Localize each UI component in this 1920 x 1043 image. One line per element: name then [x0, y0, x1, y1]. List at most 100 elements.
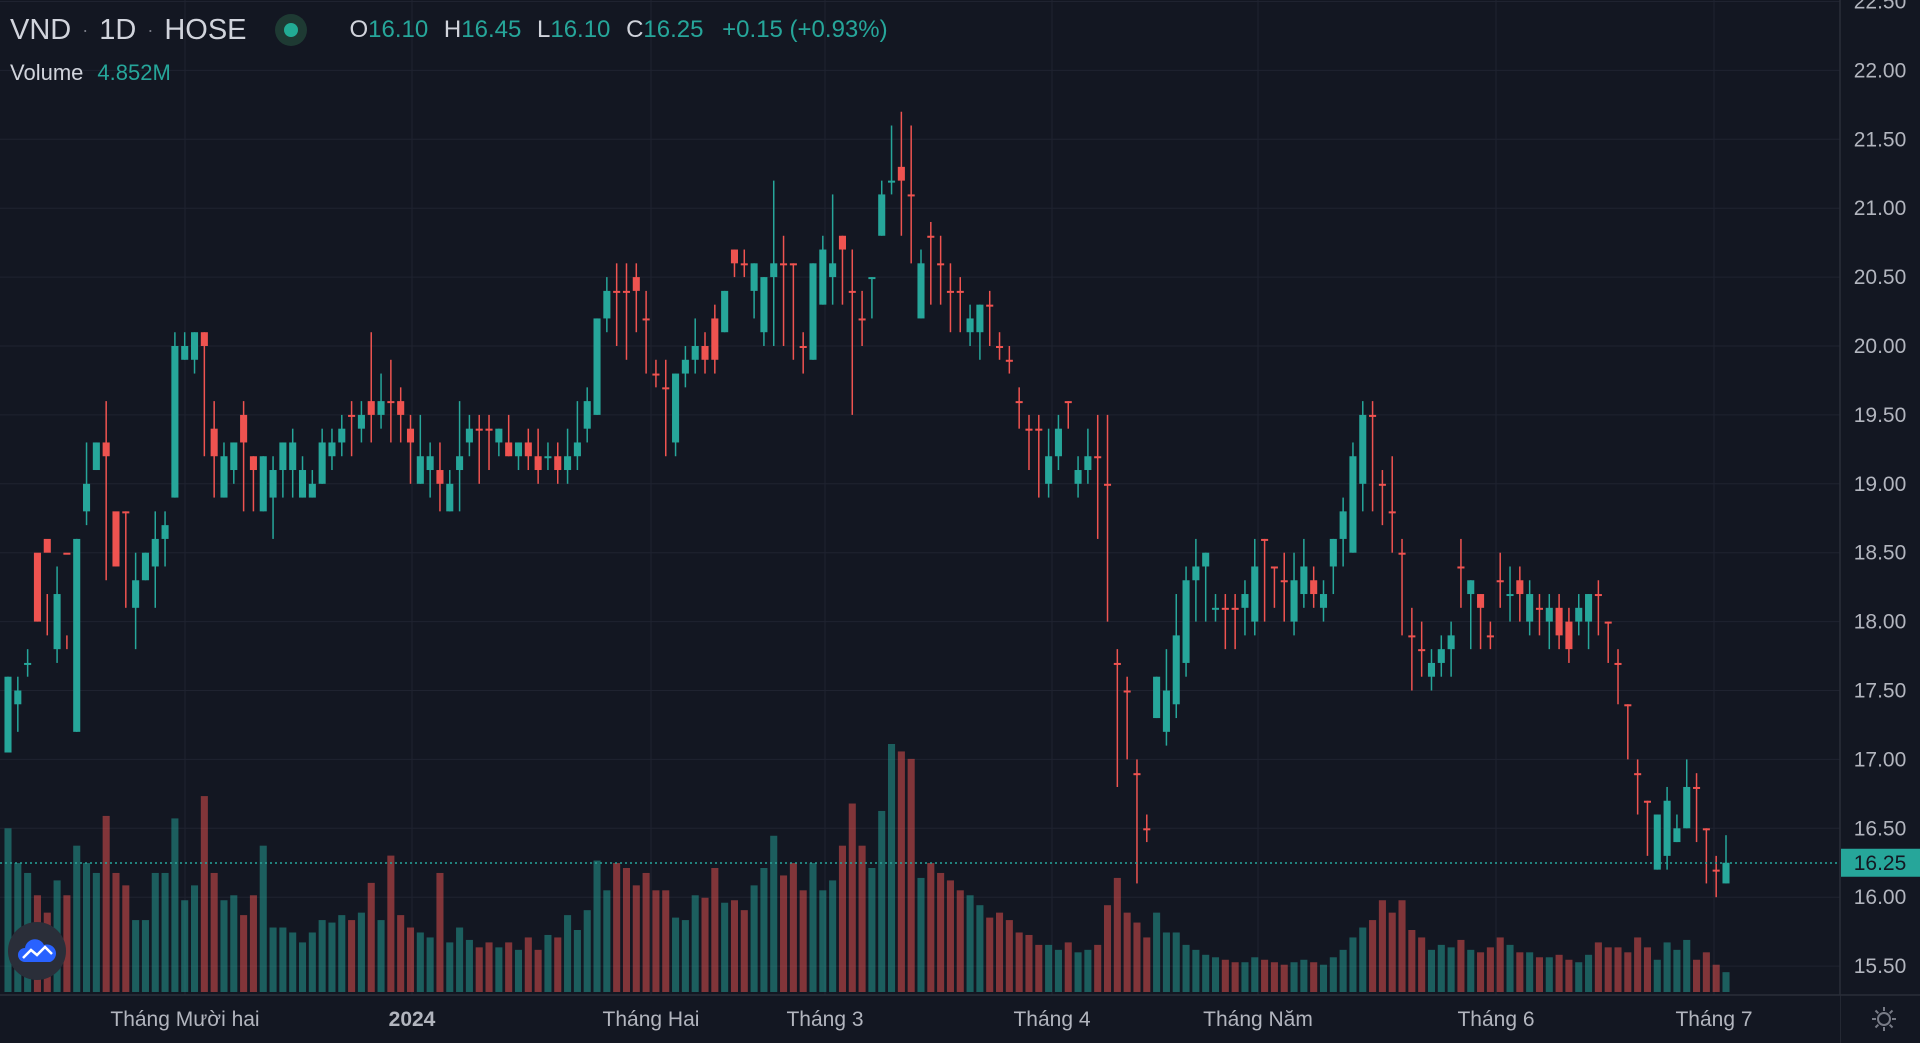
time-axis: Tháng Mười hai 2024 Tháng Hai Tháng 3 Tháng …: [0, 994, 1920, 1043]
candle-body: [132, 580, 140, 608]
volume-bar: [819, 890, 827, 992]
close-label: C: [626, 16, 644, 43]
candle-body: [888, 180, 896, 183]
volume-bar: [1035, 944, 1043, 992]
candle-body: [210, 428, 218, 457]
volume-bar: [1673, 949, 1681, 992]
tradingview-logo[interactable]: [8, 922, 66, 980]
candle-body: [1634, 773, 1642, 776]
candle-body: [701, 346, 709, 360]
volume-bar: [1329, 957, 1337, 992]
candle-body: [426, 456, 434, 471]
market-status-icon[interactable]: [274, 14, 307, 46]
volume-bar: [328, 922, 336, 992]
candle-body: [1388, 511, 1396, 514]
candle-body: [475, 428, 483, 431]
volume-bar: [63, 895, 71, 992]
candle-body: [1624, 704, 1632, 707]
candle-body: [760, 277, 768, 333]
time-tick-label: Tháng Mười hai: [110, 1008, 259, 1031]
candle-body: [534, 456, 542, 471]
candle-body: [1113, 662, 1121, 665]
volume-bar: [613, 863, 621, 992]
symbol-name[interactable]: VND: [10, 13, 72, 46]
candle-body: [1300, 566, 1308, 595]
volume-bar: [190, 885, 199, 992]
volume-bar: [367, 882, 375, 992]
candle-body: [151, 538, 159, 567]
candle-body: [750, 263, 758, 291]
price-axis: 15.50 16.00 16.50 17.00 17.50 18.00 18.50 19.00…: [1839, 0, 1920, 1043]
volume-bar: [1153, 912, 1161, 992]
candle-body: [829, 263, 837, 278]
volume-bar: [181, 900, 189, 992]
candle-body: [848, 290, 856, 293]
volume-bar: [995, 912, 1004, 992]
candle-body: [259, 456, 267, 512]
candle-body: [1329, 538, 1337, 567]
candle-body: [672, 373, 680, 443]
volume-bar: [1182, 944, 1190, 992]
price-tick-label: 20.00: [1854, 335, 1907, 358]
interval[interactable]: 1D: [99, 13, 137, 46]
candle-body: [740, 263, 748, 266]
price-tick-label: 22.00: [1854, 59, 1907, 82]
candle-body: [770, 263, 778, 278]
candle-body: [367, 401, 375, 415]
volume-bar: [1683, 939, 1691, 992]
volume-bar: [583, 910, 591, 992]
candle-body: [642, 318, 650, 321]
volume-bar: [662, 890, 670, 992]
candle-body: [819, 249, 827, 305]
volume-bar: [1388, 912, 1396, 992]
candle-body: [357, 414, 365, 429]
gear-icon[interactable]: [1870, 1005, 1898, 1033]
time-axis-bg[interactable]: [0, 995, 1840, 1043]
volume-bar: [1535, 957, 1544, 992]
volume-bar: [868, 868, 876, 992]
volume-label[interactable]: Volume: [10, 60, 84, 85]
tradingview-cloud-icon: [18, 939, 57, 962]
candle-body: [495, 428, 503, 443]
candle-body: [1221, 607, 1229, 610]
candle-body: [456, 456, 464, 471]
candle-body: [711, 318, 719, 360]
candle-body: [387, 401, 395, 404]
candle-body: [1526, 594, 1534, 622]
candle-body: [986, 304, 994, 307]
candle-body: [1025, 428, 1033, 431]
candle-body: [1693, 786, 1701, 789]
volume-bar: [1143, 937, 1151, 992]
candle-body: [937, 263, 945, 266]
candle-body: [230, 442, 238, 471]
candle-body: [416, 456, 424, 484]
volume-bar: [838, 845, 846, 992]
candle-body: [328, 442, 336, 457]
candle-body: [1427, 662, 1436, 677]
candle-body: [1722, 862, 1730, 884]
volume-bar: [240, 915, 248, 992]
candle-body: [1496, 580, 1504, 583]
live-dot: [283, 23, 298, 37]
volume-bar: [141, 920, 149, 992]
candle-body: [102, 442, 110, 457]
volume-bar: [622, 868, 631, 992]
volume-bar: [691, 895, 699, 992]
candle-body: [583, 401, 591, 429]
candle-body: [1575, 607, 1583, 622]
candle-body: [1339, 511, 1347, 539]
volume-value: 4.852M: [97, 60, 171, 85]
price-tick-label: 17.50: [1854, 680, 1907, 703]
price-tick-label: 21.00: [1854, 197, 1907, 220]
volume-bar: [966, 895, 974, 992]
volume-bar: [1565, 959, 1573, 992]
volume-bar: [1506, 944, 1514, 992]
volume-bar: [1172, 932, 1180, 992]
candle-body: [269, 470, 277, 498]
time-tick-label: Tháng 3: [786, 1008, 863, 1031]
volume-bar: [102, 815, 110, 992]
candle-body: [14, 690, 22, 705]
candle-body: [868, 277, 876, 280]
volume-bar: [976, 905, 984, 992]
